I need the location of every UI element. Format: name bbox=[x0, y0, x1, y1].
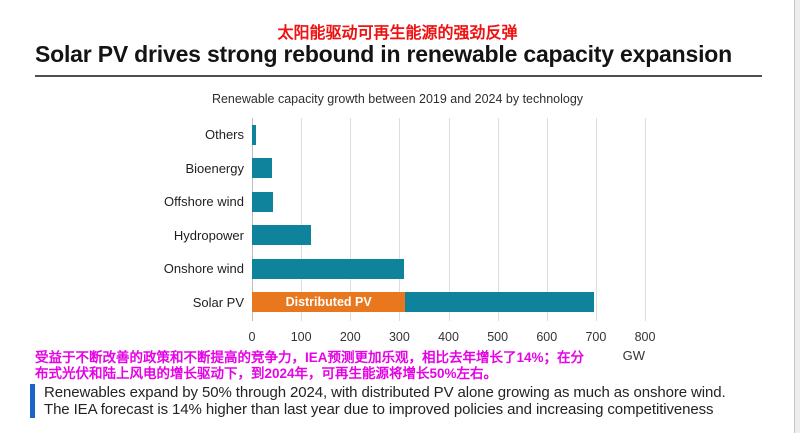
utility-pv-segment bbox=[405, 292, 595, 313]
chinese-note-line2: 布式光伏和陆上风电的增长驱动下，到2024年，可再生能源将增长50%左右。 bbox=[35, 365, 498, 381]
bar-area bbox=[252, 118, 645, 152]
bar-segment bbox=[252, 225, 312, 246]
chart-row: Onshore wind bbox=[0, 252, 652, 286]
category-label: Bioenergy bbox=[185, 160, 244, 176]
english-note-line1: Renewables expand by 50% through 2024, w… bbox=[44, 384, 726, 401]
chinese-note-line1: 受益于不断改善的政策和不断提高的竞争力，IEA预测更加乐观，相比去年增长了14%… bbox=[35, 350, 585, 365]
title-underline bbox=[35, 75, 762, 77]
bar-segment bbox=[252, 258, 404, 279]
category-label: Offshore wind bbox=[164, 194, 244, 210]
bar-area bbox=[252, 219, 645, 253]
x-axis: 0 100 200 300 400 500 600 700 800 bbox=[248, 330, 656, 346]
x-tick-label: 100 bbox=[290, 330, 312, 344]
note-accent-bar bbox=[30, 384, 35, 418]
bar-segment bbox=[252, 191, 274, 212]
bar bbox=[252, 124, 645, 145]
bar bbox=[252, 225, 645, 246]
gridline bbox=[546, 118, 548, 321]
page-edge-strip bbox=[794, 0, 800, 433]
chart-row: Others bbox=[0, 118, 652, 152]
x-tick-label: 500 bbox=[487, 330, 509, 344]
x-tick-label: 400 bbox=[438, 330, 459, 344]
gridline bbox=[252, 118, 253, 321]
category-label: Others bbox=[204, 127, 244, 143]
english-note: Renewables expand by 50% through 2024, w… bbox=[30, 384, 726, 418]
bar bbox=[252, 191, 645, 212]
chart-row: Solar PV Distributed PV bbox=[0, 286, 652, 320]
gridline bbox=[399, 118, 401, 321]
page-title: Solar PV drives strong rebound in renewa… bbox=[35, 41, 732, 67]
gridline bbox=[497, 118, 499, 321]
x-tick-label: 800 bbox=[634, 330, 656, 344]
x-tick-label: 300 bbox=[388, 330, 410, 344]
bar: Distributed PV bbox=[252, 292, 645, 313]
gridline bbox=[645, 118, 646, 321]
chart-row: Offshore wind bbox=[0, 185, 652, 219]
gridline bbox=[301, 118, 303, 321]
gridlines bbox=[252, 118, 646, 321]
chart-row: Bioenergy bbox=[0, 152, 652, 186]
gridline bbox=[448, 118, 450, 321]
gridline bbox=[595, 118, 597, 321]
bar bbox=[252, 158, 645, 179]
bar bbox=[252, 258, 645, 279]
x-tick-label: 200 bbox=[339, 330, 361, 344]
category-label: Onshore wind bbox=[163, 261, 244, 277]
gridline bbox=[350, 118, 352, 321]
bar-segment bbox=[252, 158, 272, 179]
chart-title: Renewable capacity growth between 2019 a… bbox=[211, 92, 584, 106]
axis-unit-label: GW bbox=[622, 348, 645, 363]
distributed-pv-segment: Distributed PV bbox=[252, 292, 406, 313]
plot-rows: Others Bioenergy Offshore wind Hydropower On… bbox=[0, 118, 652, 319]
bar-chart: Others Bioenergy Offshore wind Hydropower On… bbox=[0, 116, 660, 376]
distributed-pv-label: Distributed PV bbox=[285, 295, 372, 310]
chinese-note: 受益于不断改善的政策和不断提高的竞争力，IEA预测更加乐观，相比去年增长了14%… bbox=[35, 350, 680, 381]
category-label: Hydropower bbox=[173, 227, 244, 243]
english-note-text: Renewables expand by 50% through 2024, w… bbox=[44, 384, 726, 418]
bar-area bbox=[252, 252, 645, 286]
english-note-line2: The IEA forecast is 14% higher than last… bbox=[44, 401, 714, 418]
x-tick-label: 700 bbox=[585, 330, 607, 344]
x-tick-label: 0 bbox=[248, 330, 256, 344]
x-tick-label: 600 bbox=[536, 330, 558, 344]
bar-segment bbox=[252, 124, 256, 145]
chart-row: Hydropower bbox=[0, 219, 652, 253]
bar-area bbox=[252, 152, 645, 186]
category-label: Solar PV bbox=[192, 294, 244, 310]
bar-area: Distributed PV bbox=[252, 286, 645, 320]
chinese-subtitle: 太阳能驱动可再生能源的强劲反弹 bbox=[277, 25, 518, 42]
bar-area bbox=[252, 185, 645, 219]
